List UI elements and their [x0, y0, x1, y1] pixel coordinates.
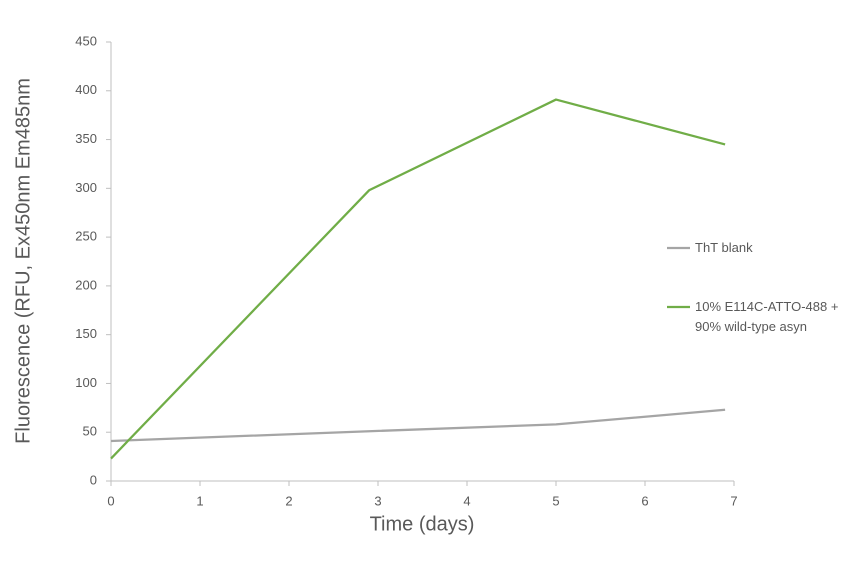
y-tick-label: 250: [75, 229, 97, 244]
x-tick-label: 3: [374, 493, 381, 508]
y-tick-label: 200: [75, 277, 97, 292]
x-tick-label: 7: [730, 493, 737, 508]
legend-label: ThT blank: [695, 240, 753, 255]
y-tick-label: 50: [83, 424, 97, 439]
series-line: [110, 408, 726, 443]
x-tick-label: 0: [107, 493, 114, 508]
x-tick-label: 1: [196, 493, 203, 508]
series-line: [110, 98, 726, 460]
y-tick-label: 150: [75, 326, 97, 341]
y-tick-label: 350: [75, 131, 97, 146]
y-tick-label: 300: [75, 180, 97, 195]
x-tick-label: 6: [641, 493, 648, 508]
y-tick-label: 100: [75, 375, 97, 390]
y-tick-label: 0: [90, 472, 97, 487]
x-tick-label: 4: [463, 493, 470, 508]
x-tick-label: 2: [285, 493, 292, 508]
y-axis-title: Fluorescence (RFU, Ex450nm Em485nm: [12, 78, 34, 444]
x-axis-title: Time (days): [370, 513, 475, 535]
x-tick-label: 5: [552, 493, 559, 508]
y-tick-label: 450: [75, 33, 97, 48]
legend-label: 10% E114C-ATTO-488 + 90% wild-type asyn: [695, 299, 839, 334]
y-tick-label: 400: [75, 82, 97, 97]
